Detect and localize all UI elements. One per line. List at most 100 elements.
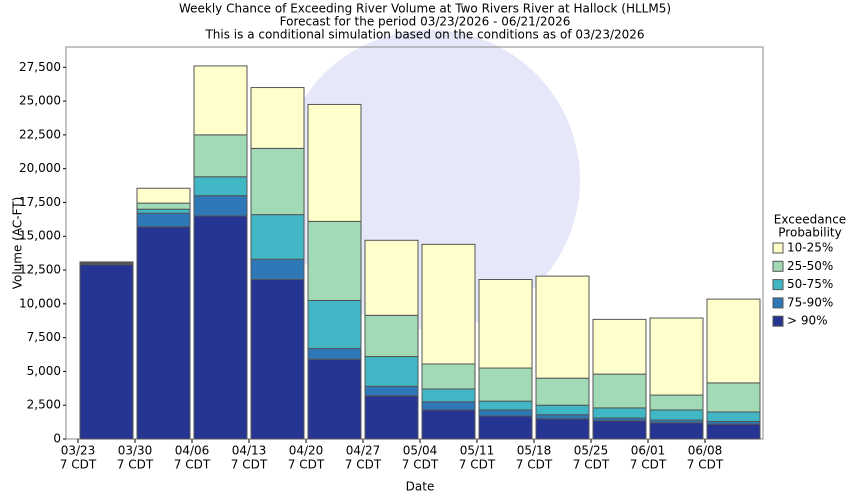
y-tick-label: 20,000 bbox=[19, 161, 61, 175]
bar-segment bbox=[478, 367, 533, 402]
x-tick-label: 7 CDT bbox=[573, 458, 610, 472]
bar-segment bbox=[478, 278, 533, 369]
x-tick-label: 7 CDT bbox=[402, 458, 439, 472]
x-tick-label: 04/27 bbox=[346, 444, 381, 458]
legend-swatch bbox=[772, 297, 784, 309]
legend-swatch bbox=[772, 315, 784, 327]
x-tick-label: 7 CDT bbox=[60, 458, 97, 472]
bar-segment bbox=[193, 134, 248, 178]
bar-segment bbox=[421, 409, 476, 440]
bar-segment bbox=[250, 278, 305, 440]
bar-segment bbox=[250, 147, 305, 216]
x-tick-label: 03/30 bbox=[118, 444, 153, 458]
y-tick-label: 22,500 bbox=[19, 127, 61, 141]
y-tick-label: 27,500 bbox=[19, 60, 61, 74]
y-tick-label: 25,000 bbox=[19, 94, 61, 108]
bar-segment bbox=[136, 212, 191, 228]
bar-segment bbox=[706, 411, 761, 422]
legend-label: 75-90% bbox=[787, 295, 833, 309]
x-tick-label: 04/13 bbox=[232, 444, 267, 458]
y-axis-label: Volume (AC-FT) bbox=[11, 197, 25, 290]
bar-segment bbox=[649, 422, 704, 440]
bar-segment bbox=[649, 394, 704, 411]
bar-segment bbox=[706, 382, 761, 413]
bar-segment bbox=[193, 65, 248, 136]
bar-segment bbox=[592, 373, 647, 409]
bar-segment bbox=[307, 358, 362, 440]
x-tick-label: 7 CDT bbox=[459, 458, 496, 472]
bar-segment bbox=[535, 418, 590, 440]
bar-segment bbox=[649, 409, 704, 421]
y-tick-label: 5,000 bbox=[27, 364, 61, 378]
x-tick-label: 7 CDT bbox=[288, 458, 325, 472]
y-tick-label: 0 bbox=[53, 432, 61, 446]
bar-segment bbox=[478, 415, 533, 440]
bar-segment bbox=[193, 176, 248, 197]
bar-segment bbox=[421, 363, 476, 390]
x-tick-label: 06/08 bbox=[688, 444, 723, 458]
y-tick-label: 12,500 bbox=[19, 263, 61, 277]
x-axis-label: Date bbox=[406, 480, 435, 494]
legend-label: 10-25% bbox=[787, 241, 833, 255]
legend-swatch bbox=[772, 242, 784, 254]
bar-segment bbox=[535, 404, 590, 416]
bar-segment bbox=[250, 258, 305, 280]
bar-segment bbox=[364, 314, 419, 358]
bar-segment bbox=[364, 356, 419, 387]
bar-segment bbox=[364, 239, 419, 316]
legend-label: > 90% bbox=[787, 314, 828, 328]
bar-segment bbox=[250, 87, 305, 149]
legend-title: Exceedance bbox=[774, 213, 846, 227]
bar-segment bbox=[421, 243, 476, 365]
chart-title: Weekly Chance of Exceeding River Volume … bbox=[179, 2, 671, 16]
bar-segment bbox=[535, 377, 590, 406]
x-tick-label: 05/04 bbox=[403, 444, 438, 458]
bar-segment bbox=[421, 401, 476, 411]
bar-segment bbox=[193, 215, 248, 440]
x-tick-label: 05/25 bbox=[574, 444, 609, 458]
x-tick-label: 04/20 bbox=[289, 444, 324, 458]
bar-segment bbox=[592, 318, 647, 375]
bar-segment bbox=[307, 103, 362, 222]
x-tick-label: 7 CDT bbox=[117, 458, 154, 472]
x-tick-label: 7 CDT bbox=[516, 458, 553, 472]
bar-segment bbox=[421, 388, 476, 403]
x-tick-label: 7 CDT bbox=[174, 458, 211, 472]
bar-segment bbox=[250, 214, 305, 260]
x-tick-label: 7 CDT bbox=[345, 458, 382, 472]
legend-label: 25-50% bbox=[787, 259, 833, 273]
x-tick-label: 7 CDT bbox=[630, 458, 667, 472]
bar-segment bbox=[136, 202, 191, 210]
chart-note: This is a conditional simulation based o… bbox=[204, 28, 644, 42]
bar-segment bbox=[364, 395, 419, 440]
y-tick-label: 10,000 bbox=[19, 296, 61, 310]
bar-segment bbox=[706, 298, 761, 384]
x-tick-label: 05/18 bbox=[517, 444, 552, 458]
y-tick-label: 2,500 bbox=[27, 398, 61, 412]
x-tick-label: 05/11 bbox=[460, 444, 495, 458]
bar-segment bbox=[79, 261, 134, 263]
y-tick-label: 15,000 bbox=[19, 229, 61, 243]
legend-label: 50-75% bbox=[787, 277, 833, 291]
x-tick-label: 04/06 bbox=[175, 444, 210, 458]
bar-segment bbox=[193, 195, 248, 217]
y-tick-label: 17,500 bbox=[19, 195, 61, 209]
bar-segment bbox=[478, 400, 533, 411]
x-tick-label: 7 CDT bbox=[231, 458, 268, 472]
bar-segment bbox=[706, 423, 761, 440]
bar-segment bbox=[136, 208, 191, 214]
bar-segment bbox=[79, 264, 134, 440]
bar-segment bbox=[592, 420, 647, 440]
x-tick-label: 7 CDT bbox=[687, 458, 724, 472]
bar-segment bbox=[307, 220, 362, 301]
x-tick-label: 03/23 bbox=[61, 444, 96, 458]
bar-segment bbox=[649, 317, 704, 396]
chart-subtitle: Forecast for the period 03/23/2026 - 06/… bbox=[280, 15, 571, 29]
x-tick-label: 06/01 bbox=[631, 444, 666, 458]
bar-segment bbox=[307, 299, 362, 349]
legend-swatch bbox=[772, 279, 784, 291]
bar-segment bbox=[307, 347, 362, 360]
bar-segment bbox=[136, 226, 191, 440]
bar-segment bbox=[136, 187, 191, 204]
